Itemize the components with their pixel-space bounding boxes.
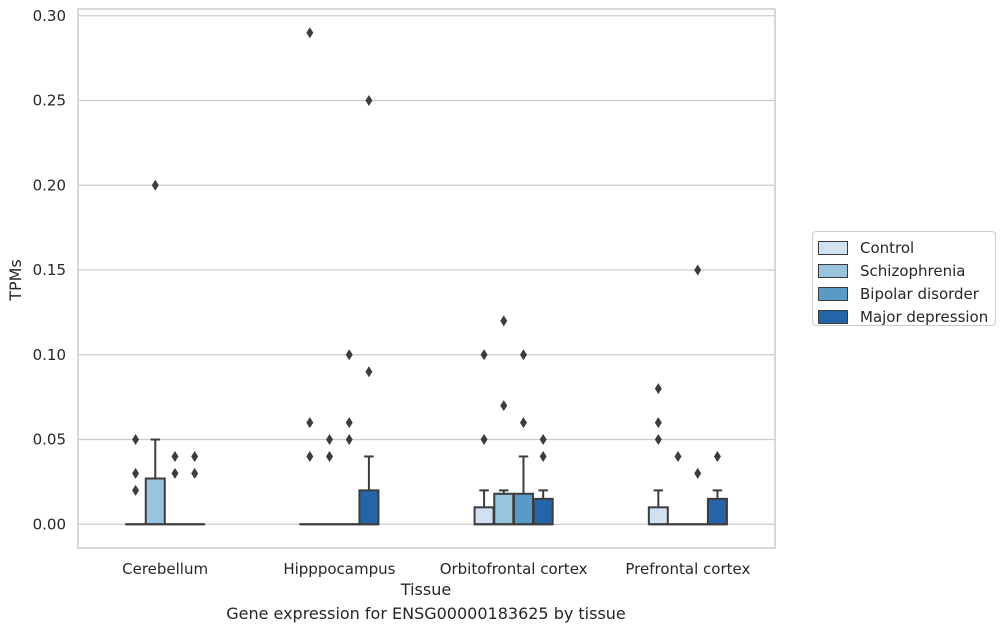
outlier-point	[306, 417, 314, 429]
y-tick-label: 0.10	[33, 346, 66, 364]
legend-label-control: Control	[860, 238, 915, 257]
outlier-point	[539, 450, 547, 462]
outlier-point	[326, 450, 334, 462]
outlier-point	[132, 467, 140, 479]
outlier-point	[713, 450, 721, 462]
plot-frame	[77, 8, 776, 549]
x-tick-label: Prefrontal cortex	[625, 560, 750, 578]
outlier-point	[694, 467, 702, 479]
box	[493, 492, 515, 526]
y-tick-label: 0.20	[33, 176, 66, 194]
box-group	[144, 438, 166, 526]
y-tick-label: 0.25	[33, 92, 66, 110]
outlier-point	[132, 484, 140, 496]
x-tick-labels: Cerebellum Hipppocampus Orbitofrontal cort…	[122, 560, 750, 578]
box	[647, 506, 669, 526]
outlier-point	[654, 383, 662, 395]
outlier-point	[365, 95, 373, 107]
y-tick-label: 0.05	[33, 431, 66, 449]
outlier-point	[365, 366, 373, 378]
outlier-point	[345, 417, 353, 429]
box	[473, 506, 495, 526]
box	[706, 497, 728, 526]
box-group	[473, 489, 495, 526]
legend-label-bipolar-disorder: Bipolar disorder	[860, 284, 979, 303]
box-series	[125, 438, 728, 526]
legend-label-major-depression: Major depression	[860, 307, 989, 326]
outlier-point	[500, 400, 508, 412]
y-tick-label: 0.30	[33, 7, 66, 25]
outlier-point	[674, 450, 682, 462]
y-tick-labels: 0.00 0.05 0.10 0.15 0.20 0.25 0.30	[33, 7, 66, 533]
x-axis-label: Tissue	[400, 580, 451, 599]
box-group	[706, 489, 728, 526]
outlier-point	[191, 450, 199, 462]
legend-item-schizophrenia: Schizophrenia	[818, 259, 995, 282]
outlier-point	[306, 27, 314, 39]
figure-caption: Gene expression for ENSG00000183625 by t…	[226, 604, 626, 623]
outlier-point	[480, 349, 488, 361]
legend-item-bipolar-disorder: Bipolar disorder	[818, 282, 995, 305]
box-group	[358, 455, 380, 526]
box-group	[512, 455, 534, 526]
legend-item-major-depression: Major depression	[818, 305, 995, 328]
outlier-point	[345, 434, 353, 446]
outlier-point	[151, 179, 159, 191]
outlier-point	[132, 434, 140, 446]
box	[358, 489, 380, 526]
outlier-point	[306, 450, 314, 462]
outlier-point	[654, 417, 662, 429]
legend-swatch-major-depression	[818, 309, 848, 324]
outlier-point	[191, 467, 199, 479]
outlier-point	[171, 450, 179, 462]
outlier-point	[500, 315, 508, 327]
outlier-point	[326, 434, 334, 446]
box-group	[493, 489, 515, 526]
legend-swatch-bipolar-disorder	[818, 286, 848, 301]
y-tick-label: 0.15	[33, 261, 66, 279]
legend-swatch-schizophrenia	[818, 263, 848, 278]
outlier-points	[132, 27, 721, 496]
gridlines	[78, 15, 775, 525]
legend-item-control: Control	[818, 236, 995, 259]
x-tick-label: Hipppocampus	[283, 560, 395, 578]
outlier-point	[345, 349, 353, 361]
outlier-point	[171, 467, 179, 479]
outlier-point	[519, 417, 527, 429]
x-tick-label: Orbitofrontal cortex	[440, 560, 588, 578]
outlier-point	[694, 264, 702, 276]
box-group	[532, 489, 554, 526]
box	[512, 492, 534, 526]
box	[144, 477, 166, 526]
outlier-point	[480, 434, 488, 446]
legend-swatch-control	[818, 240, 848, 255]
box	[532, 497, 554, 526]
y-axis-label: TPMs	[6, 259, 25, 302]
box-group	[647, 489, 669, 526]
x-tick-label: Cerebellum	[122, 560, 208, 578]
legend-label-schizophrenia: Schizophrenia	[860, 261, 966, 280]
outlier-point	[539, 434, 547, 446]
legend: Control Schizophrenia Bipolar disorder M…	[812, 231, 996, 326]
outlier-point	[654, 434, 662, 446]
y-tick-label: 0.00	[33, 515, 66, 533]
outlier-point	[519, 349, 527, 361]
